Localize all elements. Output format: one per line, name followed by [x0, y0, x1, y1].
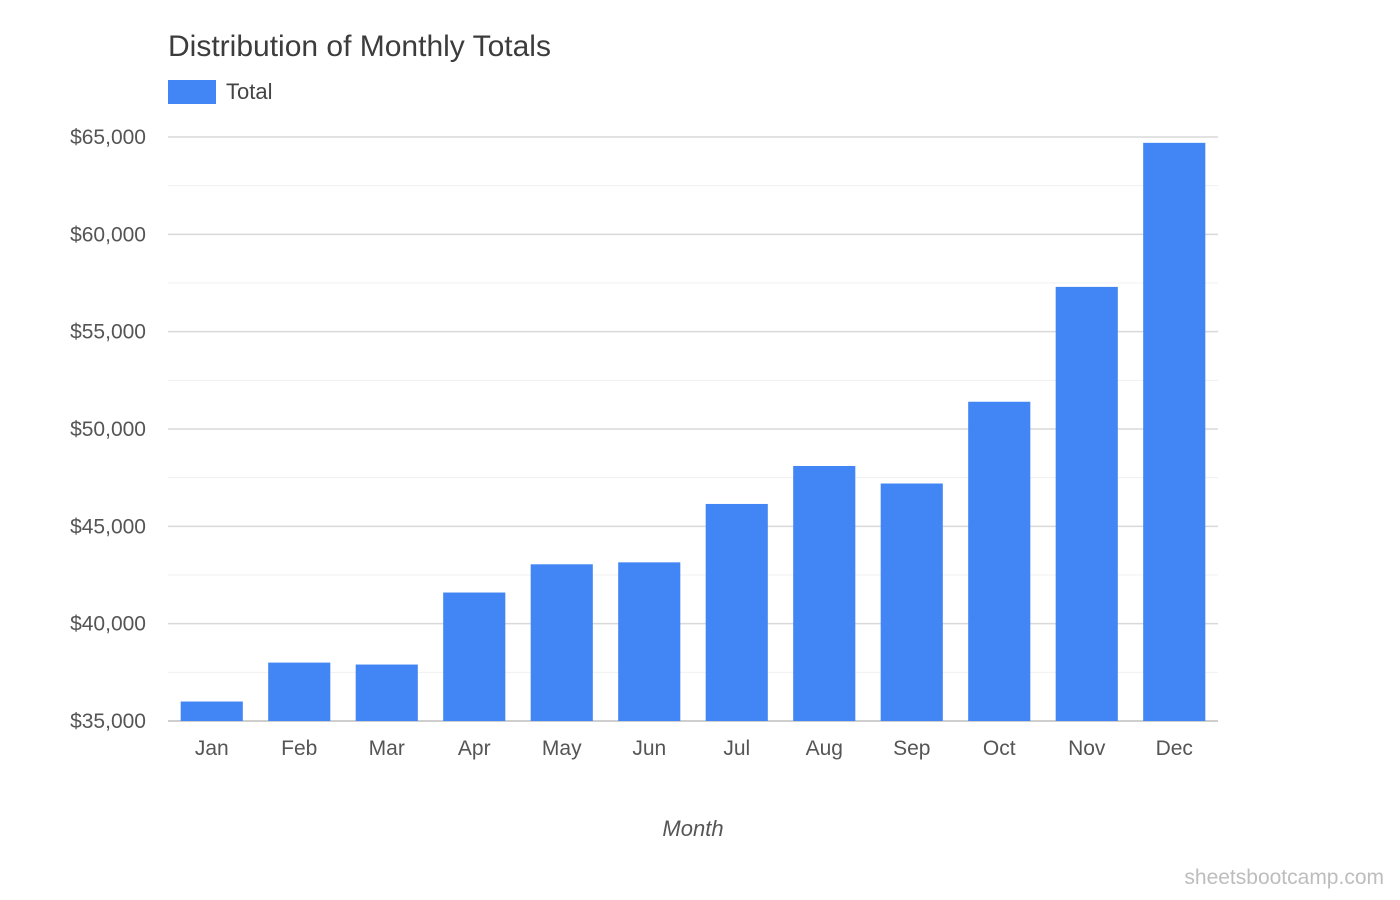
bar-apr[interactable] — [443, 592, 506, 721]
y-tick-label: $40,000 — [70, 613, 146, 636]
grid-lines — [168, 136, 1218, 722]
chart-title: Distribution of Monthly Totals — [168, 30, 551, 63]
x-tick-label-aug: Aug — [806, 737, 843, 760]
x-tick-label-oct: Oct — [983, 737, 1016, 760]
x-tick-label-sep: Sep — [893, 737, 930, 760]
y-tick-label: $60,000 — [70, 223, 146, 246]
x-axis-labels: Jan Feb Mar Apr May Jun Jul Aug Sep Oct Nov Dec — [195, 737, 1193, 760]
bar-aug[interactable] — [793, 465, 856, 721]
bar-may[interactable] — [530, 564, 593, 721]
x-tick-label-feb: Feb — [281, 737, 317, 760]
bar-jun[interactable] — [618, 562, 681, 721]
bar-feb[interactable] — [268, 662, 331, 721]
y-tick-label: $35,000 — [70, 710, 146, 733]
x-tick-label-apr: Apr — [458, 737, 491, 760]
x-axis-title: Month — [662, 816, 723, 841]
bar-mar[interactable] — [355, 664, 418, 721]
y-axis-labels: $35,000 $40,000 $45,000 $50,000 $55,000 $60,0… — [70, 126, 146, 733]
legend-swatch-total — [168, 80, 216, 104]
x-tick-label-mar: Mar — [369, 737, 405, 760]
y-tick-label: $50,000 — [70, 418, 146, 441]
watermark: sheetsbootcamp.com — [1184, 866, 1384, 889]
bars — [180, 142, 1206, 722]
bar-sep[interactable] — [880, 483, 943, 721]
bar-oct[interactable] — [968, 401, 1031, 721]
y-tick-label: $55,000 — [70, 321, 146, 344]
x-tick-label-dec: Dec — [1156, 737, 1193, 760]
x-tick-label-may: May — [542, 737, 582, 760]
bar-dec[interactable] — [1143, 142, 1206, 722]
bar-jul[interactable] — [705, 503, 768, 721]
x-tick-label-jun: Jun — [632, 737, 666, 760]
y-tick-label: $45,000 — [70, 515, 146, 538]
x-tick-label-jan: Jan — [195, 737, 229, 760]
x-tick-label-jul: Jul — [723, 737, 750, 760]
legend: Total — [168, 78, 272, 106]
bar-jan[interactable] — [180, 701, 243, 721]
bar-nov[interactable] — [1055, 286, 1118, 721]
x-tick-label-nov: Nov — [1068, 737, 1106, 760]
legend-label-total: Total — [226, 79, 273, 104]
y-tick-label: $65,000 — [70, 126, 146, 149]
